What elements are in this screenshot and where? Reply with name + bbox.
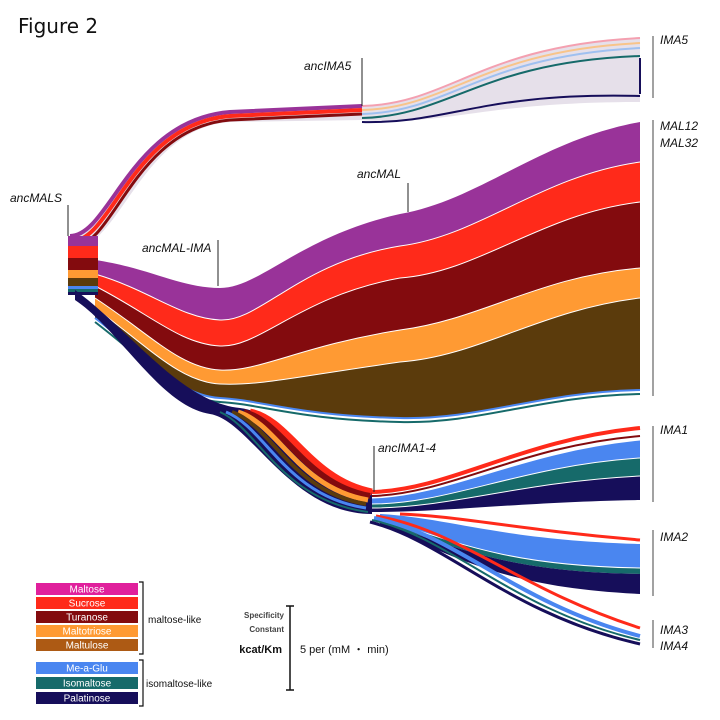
node-label-ancima5: ancIMA5 <box>304 59 352 73</box>
ima14-stripe-sucrose <box>249 408 373 496</box>
mal-separator-3 <box>94 267 641 371</box>
ima5-stripe-pink <box>361 37 641 107</box>
node-label-ancmals: ancMALS <box>10 191 62 205</box>
root-maltulose <box>68 278 98 286</box>
ima34-stripe-meaglu <box>373 516 641 638</box>
node-markers: ancMALS ancIMA5 ancMAL ancMAL-IMA ancIMA… <box>10 58 436 492</box>
ima14-stripe-meaglu <box>225 410 367 510</box>
leaf-label-mal12: MAL12 <box>660 119 698 133</box>
legend-group-maltose-like: maltose-like <box>148 615 202 626</box>
scale-label-unit: 5 per (mM ・ min) <box>300 644 389 656</box>
figure-title: Figure 2 <box>18 14 99 38</box>
root-meaglu <box>68 286 98 289</box>
ima1-separator-3 <box>371 475 641 509</box>
ima5-band-base <box>70 38 640 250</box>
ima14-stripe-maltotriose <box>237 409 369 503</box>
ima14-base-navy <box>75 290 372 514</box>
leaf-label-mal32: MAL32 <box>660 136 698 150</box>
legend-label-maltulose: Maltulose <box>66 641 109 652</box>
legend-bracket-maltose-like <box>139 581 144 655</box>
leaf-label-ima1: IMA1 <box>660 423 688 437</box>
legend-label-palatinose: Palatinose <box>64 694 111 705</box>
root-sucrose <box>68 246 98 258</box>
scale-label-kcat: kcat/Km <box>239 644 282 656</box>
ima14-stripe-maltulose <box>231 410 367 506</box>
mal-band-maltulose <box>95 298 640 419</box>
ima1-stripe-sucrose <box>371 426 641 494</box>
ima2-stripe-sucrose <box>399 512 641 542</box>
leaf-label-ima2: IMA2 <box>660 530 688 544</box>
legend-swatch-turanose <box>36 611 138 623</box>
legend: Maltose Sucrose Turanose Maltotriose Mal… <box>36 581 213 707</box>
branch-ima1-4 <box>75 290 373 514</box>
scale-label-constant: Constant <box>249 625 284 634</box>
mal-separator-2 <box>94 201 641 347</box>
ima5-stripe-maltose <box>69 104 363 238</box>
ima1-stripe-turanose <box>371 435 641 497</box>
ima5-stripe-turanose <box>73 112 363 248</box>
ima2-band-meaglu <box>380 514 640 568</box>
ima1-separator-1 <box>371 439 641 499</box>
ima34-stripe-palatinose <box>369 520 641 646</box>
legend-swatch-meaglu <box>36 662 138 674</box>
ima2-band-palatinose <box>380 521 640 594</box>
leaf-label-ima3: IMA3 <box>660 623 688 637</box>
root-maltose <box>68 236 98 246</box>
leaf-label-ima4: IMA4 <box>660 639 688 653</box>
ima5-stripe-teal <box>361 55 641 119</box>
ima5-stripe-lightblue <box>361 47 641 115</box>
branch-mal <box>94 122 641 424</box>
ima34-stripe-isomaltose <box>371 519 641 641</box>
ima5-stripe-navy <box>361 94 641 124</box>
legend-label-turanose: Turanose <box>66 613 108 624</box>
leaf-label-ima5: IMA5 <box>660 33 688 47</box>
node-label-ancmal-ima: ancMAL-IMA <box>142 241 211 255</box>
ima2-band-isomaltose <box>380 518 640 574</box>
ima34-stripe-sucrose <box>375 514 641 630</box>
root-stub <box>68 236 98 295</box>
mal-band-maltotriose <box>95 268 640 385</box>
leaf-labels: IMA5 MAL12 MAL32 IMA1 IMA2 IMA3 IMA4 <box>652 33 698 653</box>
mal-separator-1 <box>94 161 641 321</box>
legend-label-maltose: Maltose <box>69 585 104 596</box>
branch-ima1 <box>371 426 641 512</box>
legend-swatch-palatinose <box>36 692 138 704</box>
legend-bracket-isomaltose-like <box>139 659 144 707</box>
scale-label-specificity: Specificity <box>244 611 285 620</box>
legend-label-isomaltose: Isomaltose <box>63 679 112 690</box>
legend-label-maltotriose: Maltotriose <box>63 627 112 638</box>
ima14-stripe-turanose <box>243 409 371 499</box>
legend-swatch-maltotriose <box>36 625 138 637</box>
ima1-separator-2 <box>371 457 641 505</box>
legend-swatch-isomaltose <box>36 677 138 689</box>
ima14-stripe-isomaltose <box>219 411 369 513</box>
branch-ima3-4 <box>369 514 641 646</box>
legend-label-meaglu: Me-a-Glu <box>66 664 108 675</box>
node-label-ancima1-4: ancIMA1-4 <box>378 441 436 455</box>
ima5-stripe-peach <box>361 42 641 111</box>
legend-label-sucrose: Sucrose <box>69 599 106 610</box>
mal-band-turanose <box>95 202 640 371</box>
ima1-band-isomaltose <box>372 458 640 508</box>
legend-group-isomaltose-like: isomaltose-like <box>146 679 213 690</box>
mal-band-sucrose <box>95 162 640 347</box>
scale-bar: Specificity Constant kcat/Km 5 per (mM ・… <box>239 605 389 691</box>
root-isomaltose <box>68 289 98 292</box>
root-palatinose <box>68 292 98 295</box>
legend-swatch-sucrose <box>36 597 138 609</box>
node-label-ancmal: ancMAL <box>357 167 401 181</box>
legend-swatch-maltose <box>36 583 138 595</box>
root-turanose <box>68 258 98 270</box>
mal-band-maltose <box>95 122 640 321</box>
legend-swatch-maltulose <box>36 639 138 651</box>
mal-separator-4 <box>94 297 641 385</box>
root-maltotriose <box>68 270 98 278</box>
ima5-stripe-sucrose <box>71 108 363 243</box>
